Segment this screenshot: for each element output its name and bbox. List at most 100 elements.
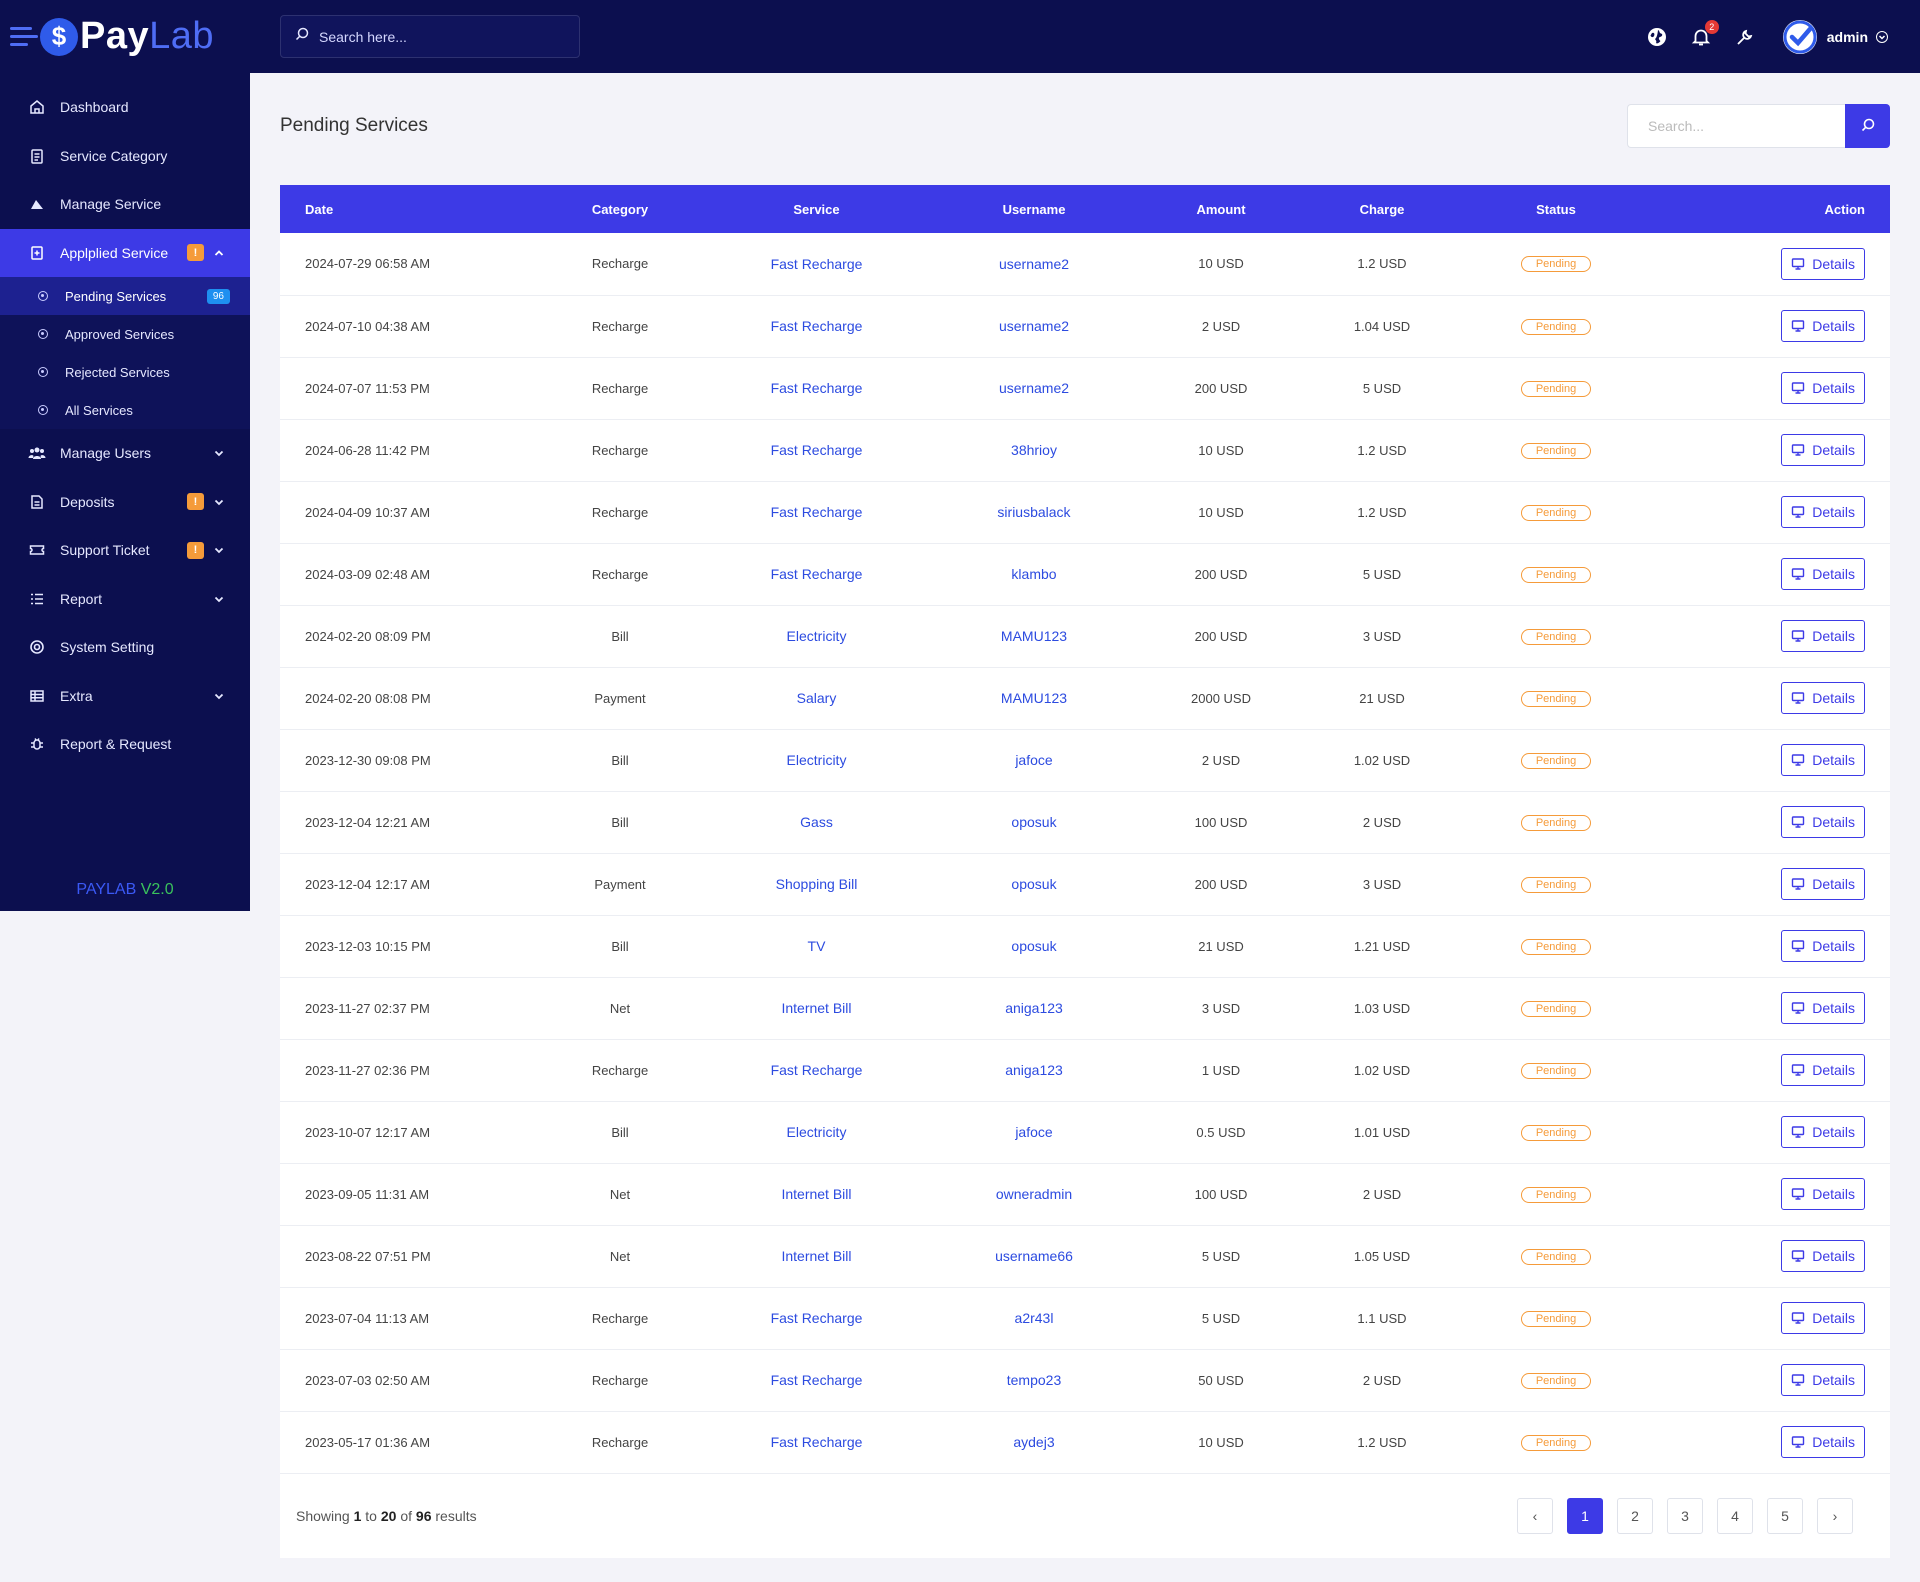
cell-username-link[interactable]: aydej3 — [1013, 1434, 1055, 1450]
cell-service-link[interactable]: Fast Recharge — [770, 318, 863, 334]
clipboard-icon — [28, 147, 46, 165]
cell-service-link[interactable]: Fast Recharge — [770, 1310, 863, 1326]
status-badge: Pending — [1520, 1434, 1592, 1451]
cell-username-link[interactable]: a2r43l — [1014, 1310, 1054, 1326]
cell-username-link[interactable]: owneradmin — [995, 1186, 1073, 1202]
cell-username-link[interactable]: tempo23 — [1006, 1372, 1062, 1388]
details-button[interactable]: Details — [1781, 1116, 1865, 1148]
cell-username-link[interactable]: klambo — [1011, 566, 1057, 582]
cell-username-link[interactable]: aniga123 — [1005, 1000, 1063, 1016]
pagination-page-2[interactable]: 2 — [1617, 1497, 1653, 1534]
sidebar-item-dashboard[interactable]: Dashboard — [0, 83, 250, 132]
cell-username-link[interactable]: jafoce — [1015, 752, 1053, 768]
cell-service-link[interactable]: Electricity — [786, 628, 847, 644]
cell-service-link[interactable]: Electricity — [786, 1124, 847, 1140]
cell-service-link[interactable]: Salary — [796, 690, 837, 706]
cell-username-link[interactable]: username2 — [998, 380, 1070, 396]
pagination-page-5[interactable]: 5 — [1767, 1497, 1803, 1534]
sidebar-subitem-all-services[interactable]: All Services — [0, 391, 250, 429]
cell-amount: 3 USD — [1201, 1000, 1241, 1016]
applied-service-submenu: Pending Services 96 Approved Services Re… — [0, 277, 250, 429]
cell-username-link[interactable]: MAMU123 — [1000, 628, 1068, 644]
cell-username-link[interactable]: oposuk — [1011, 938, 1057, 954]
cell-username-link[interactable]: 38hrioy — [1011, 442, 1057, 458]
cell-username-link[interactable]: username2 — [998, 255, 1070, 272]
cell-username-link[interactable]: siriusbalack — [997, 504, 1071, 520]
table-search-input[interactable] — [1627, 104, 1845, 148]
cell-service-link[interactable]: Fast Recharge — [770, 255, 863, 272]
cell-username-link[interactable]: MAMU123 — [1000, 690, 1068, 706]
sidebar-item-manage-service[interactable]: Manage Service — [0, 180, 250, 229]
cell-service-link[interactable]: Gass — [800, 814, 833, 830]
sidebar-item-applied-service[interactable]: Applplied Service ! — [0, 228, 250, 277]
details-button[interactable]: Details — [1781, 620, 1865, 652]
cell-service-link[interactable]: Fast Recharge — [770, 566, 863, 582]
cell-username-link[interactable]: oposuk — [1011, 814, 1057, 830]
cell-service-link[interactable]: Fast Recharge — [770, 1434, 863, 1450]
wrench-icon[interactable] — [1733, 25, 1757, 49]
brand-logo[interactable]: $ PayLab — [0, 0, 250, 73]
sidebar-item-manage-users[interactable]: Manage Users — [0, 429, 250, 478]
sidebar-item-report-request[interactable]: Report & Request — [0, 720, 250, 769]
cell-service-link[interactable]: Fast Recharge — [770, 1372, 863, 1388]
details-button[interactable]: Details — [1781, 1364, 1865, 1396]
table-search-button[interactable] — [1845, 104, 1890, 148]
details-button[interactable]: Details — [1781, 247, 1865, 280]
pagination-page-4[interactable]: 4 — [1717, 1497, 1753, 1534]
details-button[interactable]: Details — [1781, 496, 1865, 528]
details-button[interactable]: Details — [1781, 868, 1865, 900]
details-button[interactable]: Details — [1781, 434, 1865, 466]
cell-service-link[interactable]: Internet Bill — [781, 1248, 852, 1264]
details-button[interactable]: Details — [1781, 558, 1865, 590]
avatar[interactable] — [1782, 19, 1817, 54]
details-button[interactable]: Details — [1781, 806, 1865, 838]
sidebar-item-deposits[interactable]: Deposits ! — [0, 478, 250, 527]
cell-service-link[interactable]: Fast Recharge — [770, 504, 863, 520]
cell-username-link[interactable]: aniga123 — [1005, 1062, 1063, 1078]
details-button[interactable]: Details — [1781, 682, 1865, 714]
sidebar-item-extra[interactable]: Extra — [0, 672, 250, 721]
pending-services-table: Date Category Service Username Amount Ch… — [280, 185, 1890, 1474]
pagination-page-3[interactable]: 3 — [1667, 1497, 1703, 1534]
details-button[interactable]: Details — [1781, 372, 1865, 404]
pagination-page-1[interactable]: 1 — [1567, 1497, 1603, 1534]
bell-icon[interactable]: 2 — [1689, 19, 1719, 49]
sidebar-subitem-rejected-services[interactable]: Rejected Services — [0, 353, 250, 391]
chevron-down-circle-icon[interactable] — [1876, 30, 1888, 43]
details-button[interactable]: Details — [1781, 1178, 1865, 1210]
sidebar-item-system-setting[interactable]: System Setting — [0, 623, 250, 672]
details-button[interactable]: Details — [1781, 1426, 1865, 1458]
details-button[interactable]: Details — [1781, 1240, 1865, 1272]
cell-username-link[interactable]: username66 — [995, 1248, 1073, 1264]
pagination-prev-button[interactable]: ‹ — [1517, 1497, 1553, 1534]
cell-service-link[interactable]: Electricity — [786, 752, 847, 768]
cell-service-link[interactable]: TV — [807, 938, 826, 954]
sidebar-item-service-category[interactable]: Service Category — [0, 132, 250, 181]
cell-service-link[interactable]: Internet Bill — [781, 1186, 852, 1202]
cell-service-link[interactable]: Fast Recharge — [770, 1062, 863, 1078]
cell-username-link[interactable]: jafoce — [1015, 1124, 1053, 1140]
cell-action: Details — [1645, 1225, 1890, 1287]
sidebar-subitem-approved-services[interactable]: Approved Services — [0, 315, 250, 353]
details-button[interactable]: Details — [1781, 1054, 1865, 1086]
sidebar-item-report[interactable]: Report — [0, 575, 250, 624]
cell-username-link[interactable]: username2 — [998, 318, 1070, 334]
sidebar-item-support-ticket[interactable]: Support Ticket ! — [0, 526, 250, 575]
details-button[interactable]: Details — [1781, 1302, 1865, 1334]
admin-username[interactable]: admin — [1826, 28, 1868, 45]
cell-service-link[interactable]: Fast Recharge — [770, 380, 863, 396]
cell-service-link[interactable]: Fast Recharge — [770, 442, 863, 458]
table-row: 2023-07-03 02:50 AM Recharge Fast Recharge… — [280, 1349, 1890, 1411]
pagination-next-button[interactable]: › — [1817, 1497, 1853, 1534]
global-search-input[interactable] — [319, 28, 559, 45]
sidebar-subitem-pending-services[interactable]: Pending Services 96 — [0, 277, 250, 315]
details-button[interactable]: Details — [1781, 310, 1865, 342]
cell-service-link[interactable]: Internet Bill — [781, 1000, 852, 1016]
details-button[interactable]: Details — [1781, 744, 1865, 776]
cell-username-link[interactable]: oposuk — [1011, 876, 1057, 892]
details-button[interactable]: Details — [1781, 992, 1865, 1024]
details-button[interactable]: Details — [1781, 930, 1865, 962]
cell-date: 2024-07-07 11:53 PM — [305, 380, 430, 396]
globe-icon[interactable] — [1645, 25, 1669, 49]
cell-service-link[interactable]: Shopping Bill — [775, 876, 858, 892]
